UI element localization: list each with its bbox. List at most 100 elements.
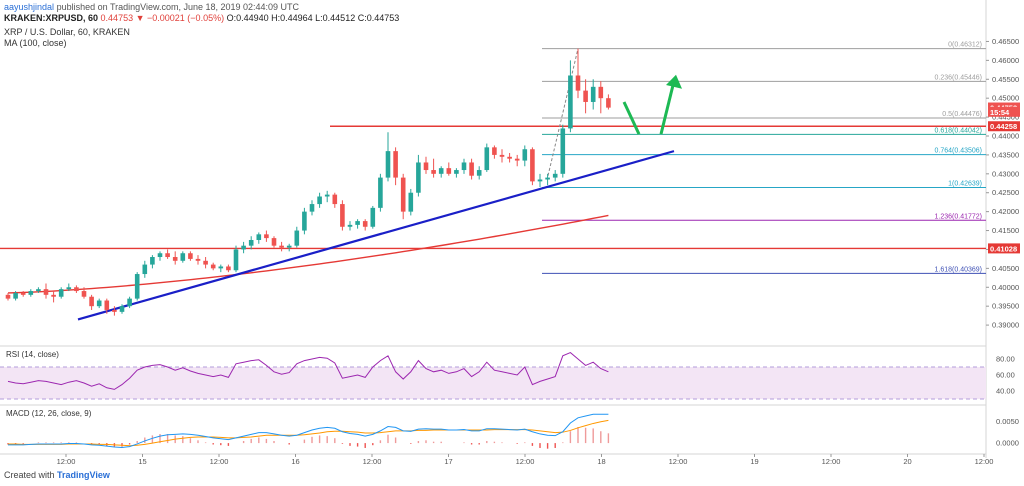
time-tick-label: 12:00	[210, 457, 229, 466]
footer: Created with TradingView	[4, 470, 110, 480]
candle-body	[446, 168, 452, 174]
time-tick-label: 12:00	[822, 457, 841, 466]
candle-body	[423, 162, 429, 171]
candle-body	[522, 149, 528, 161]
candle-body	[13, 292, 18, 299]
fib-level-label: 0.764(0.43506)	[935, 148, 982, 155]
legend-title: XRP / U.S. Dollar, 60, KRAKEN	[4, 27, 130, 37]
candle-body	[233, 249, 239, 271]
time-tick-label: 19	[750, 457, 758, 466]
candle-body	[96, 300, 102, 307]
price-tick-label: 0.44000	[992, 132, 1019, 141]
symbol-bar: KRAKEN:XRPUSD, 60 0.44753 ▼ −0.00021 (−0…	[4, 13, 399, 23]
candle-body	[248, 240, 254, 246]
candle-body	[469, 162, 474, 176]
candle-body	[416, 162, 421, 193]
macd-tick-label: 0.0000	[996, 439, 1019, 448]
candle-body	[180, 253, 186, 261]
candle-body	[461, 162, 467, 171]
candle-body	[514, 158, 520, 161]
price-tag-label: 15:54	[990, 108, 1010, 117]
candle-body	[454, 170, 459, 174]
time-tick-label: 12:00	[516, 457, 535, 466]
candle-body	[537, 179, 543, 182]
published-text: published on TradingView.com, June 18, 2…	[56, 2, 300, 12]
rsi-title: RSI (14, close)	[6, 350, 59, 359]
price-tick-label: 0.41500	[992, 226, 1019, 235]
candle-body	[568, 75, 573, 129]
candle-body	[66, 287, 72, 290]
candle-body	[36, 289, 41, 292]
price-tick-label: 0.43000	[992, 169, 1019, 178]
time-tick-label: 15	[138, 457, 146, 466]
price-tick-label: 0.43500	[992, 150, 1019, 159]
candle-body	[112, 309, 117, 312]
candle-body	[188, 253, 193, 259]
candle-body	[347, 224, 353, 227]
price-tick-label: 0.45500	[992, 75, 1019, 84]
candle-body	[340, 204, 345, 227]
candle-body	[545, 177, 550, 180]
candle-body	[74, 287, 79, 292]
rsi-tick-label: 40.00	[996, 387, 1015, 396]
candle-body	[28, 291, 34, 295]
rsi-tick-label: 60.00	[996, 371, 1015, 380]
macd-line	[8, 413, 609, 448]
candle-body	[20, 292, 26, 295]
projection-arrow-up	[659, 80, 676, 135]
projection-arrow-down	[622, 101, 641, 135]
trend-line	[77, 150, 675, 321]
candle-body	[210, 264, 216, 269]
candle-body	[5, 294, 11, 299]
fib-level-label: 0.618(0.44042)	[935, 127, 982, 134]
candle-body	[294, 230, 300, 246]
candle-body	[575, 75, 581, 91]
candle-body	[58, 289, 64, 297]
candle-body	[157, 253, 163, 258]
time-tick-label: 12:00	[669, 457, 688, 466]
candle-body	[142, 264, 148, 275]
price-tick-label: 0.45000	[992, 94, 1019, 103]
candle-body	[317, 196, 322, 205]
trading-chart[interactable]: 0.46500 0.46000 0.45500 0.45000 0.44500 0.440…	[0, 0, 1024, 470]
candle-body	[332, 194, 338, 205]
rsi-band	[0, 367, 986, 399]
time-tick-label: 18	[597, 457, 605, 466]
price-tag	[988, 243, 1020, 254]
candle-body	[134, 274, 140, 299]
time-tick-label: 12:00	[363, 457, 382, 466]
candle-body	[165, 253, 170, 258]
rsi-tick-label: 80.00	[996, 355, 1015, 364]
publisher-name[interactable]: aayushjindal	[4, 2, 55, 12]
candle-body	[431, 170, 436, 174]
last-price: 0.44753	[100, 13, 134, 23]
candle-body	[499, 154, 505, 157]
tradingview-logo[interactable]: TradingView	[57, 470, 110, 480]
price-tag	[988, 106, 1020, 117]
candle-body	[309, 204, 315, 212]
price-tick-label: 0.40000	[992, 283, 1019, 292]
candle-body	[324, 194, 330, 197]
price-tick-label: 0.39500	[992, 302, 1019, 311]
publish-info: aayushjindal published on TradingView.co…	[4, 2, 299, 12]
macd-signal-line	[8, 419, 609, 447]
projection-arrow-head	[666, 74, 682, 89]
price-tick-label: 0.46500	[992, 37, 1019, 46]
candle-body	[256, 234, 262, 240]
price-tag-label: 0.44258	[990, 122, 1017, 131]
ohlc-values: O:0.44940 H:0.44964 L:0.44512 C:0.44753	[226, 13, 400, 23]
candle-body	[104, 300, 110, 310]
price-tag-label: 0.41028	[990, 244, 1017, 253]
candle-body	[400, 177, 406, 212]
symbol: KRAKEN:XRPUSD, 60	[4, 13, 99, 23]
candle-body	[408, 192, 414, 212]
candle-body	[560, 128, 566, 174]
candle-body	[492, 147, 497, 155]
candle-body	[378, 177, 383, 208]
price-change: ▼ −0.00021 (−0.05%)	[135, 13, 225, 23]
candle-body	[393, 151, 398, 178]
candle-body	[51, 294, 56, 297]
macd-tick-label: 0.0050	[996, 417, 1019, 426]
candle-body	[172, 257, 178, 261]
time-tick-label: 17	[444, 457, 452, 466]
